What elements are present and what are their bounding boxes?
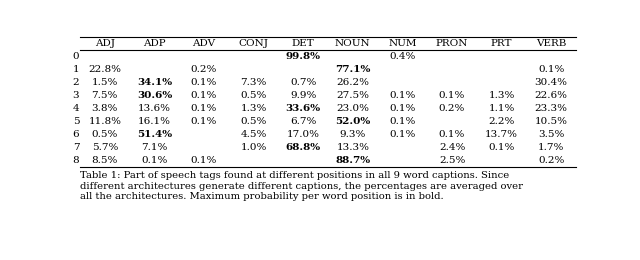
Text: Table 1: Part of speech tags found at different positions in all 9 word captions: Table 1: Part of speech tags found at di…: [80, 171, 523, 201]
